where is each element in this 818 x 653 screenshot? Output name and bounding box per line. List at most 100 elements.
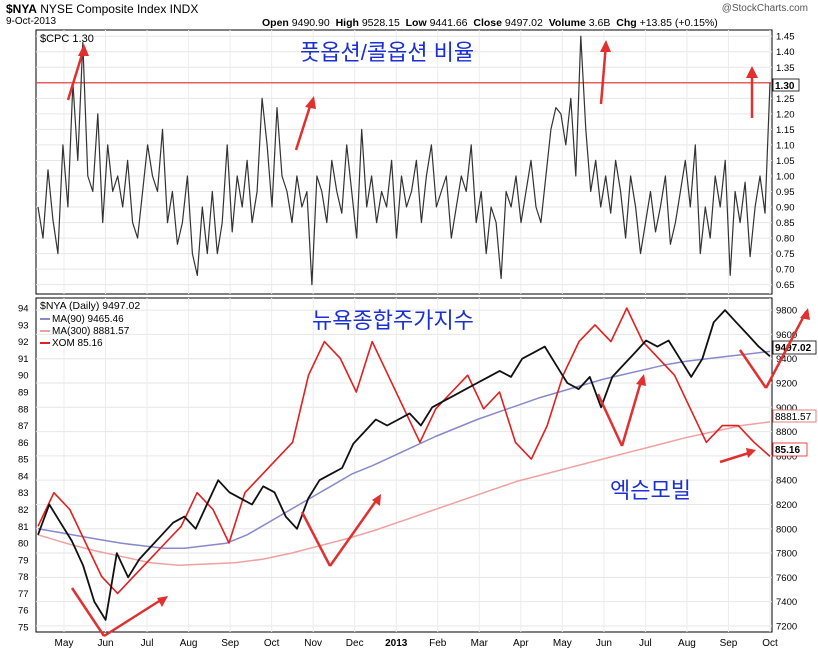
ma300-series [37,421,771,566]
left-tick-label: 85 [18,455,29,466]
top-tick-label: 0.65 [776,280,795,291]
right-tick-label: 8800 [776,427,797,438]
x-tick-label: Apr [513,638,529,649]
price-line [37,309,771,621]
xom-value-box [772,442,808,457]
ma300-legend: MA(300) 8881.57 [52,326,130,337]
top-tick-label: 1.15 [776,125,795,136]
xom-line [37,307,771,595]
top-tick-label: 1.25 [776,94,795,105]
xom-legend: XOM 85.16 [52,338,103,349]
top-tick-label: 0.90 [776,203,795,214]
top-tick-label: 1.20 [776,109,795,120]
left-tick-label: 78 [18,572,29,583]
price-series [37,309,771,621]
volume-value: 3.6B [588,17,611,29]
right-tick-label: 8200 [776,500,797,511]
x-tick-label: Oct [762,638,778,649]
left-tick-label: 86 [18,438,29,449]
top-tick-label: 1.10 [776,140,795,151]
right-tick-label: 9400 [776,354,797,365]
top-tick-label: 0.95 [776,187,795,198]
left-tick-label: 93 [18,320,29,331]
right-tick-label: 9200 [776,379,797,390]
right-tick-label: 8600 [776,451,797,462]
cpc-line [37,35,771,286]
x-tick-label: 2013 [385,638,408,649]
nya-legend: $NYA (Daily) 9497.02 [40,300,140,312]
left-tick-label: 80 [18,539,29,550]
x-tick-label: Aug [180,638,198,649]
ma300-value-box [772,409,817,423]
x-tick-label: Sep [720,638,738,649]
x-tick-label: Oct [264,638,280,649]
right-tick-label: 8400 [776,476,797,487]
x-tick-label: Jun [97,638,113,649]
xom-series [37,307,771,595]
right-tick-label: 9800 [776,306,797,317]
bottom-panel-frame [35,297,773,633]
left-tick-label: 81 [18,522,29,533]
x-tick-label: Jul [639,638,652,649]
right-tick-label: 7200 [776,621,797,632]
top-tick-label: 1.45 [776,32,795,43]
bottom-grid [36,298,772,632]
cpc-value-box [772,78,800,92]
xom-annotation: 엑슨모빌 [610,478,691,503]
left-tick-label: 87 [18,421,29,432]
left-tick-label: 88 [18,404,29,415]
ohlc-bar: Open 9490.90 High 9528.15 Low 9441.66 Cl… [262,17,718,29]
x-tick-label: Mar [471,638,489,649]
top-tick-label: 0.80 [776,234,795,245]
watermark: @StockCharts.com [721,3,808,14]
left-tick-label: 92 [18,337,29,348]
low-value: 9441.66 [429,17,468,29]
exchange-label: INDX [169,2,199,16]
annotation-arrowheads [78,40,810,607]
x-tick-label: May [55,638,74,649]
xom-value-label: 85.16 [775,445,800,456]
nya-annotation: 뉴욕종합주가지수 [312,308,474,333]
close-value-box [772,340,817,355]
right-tick-label: 7400 [776,597,797,608]
right-tick-label: 9600 [776,330,797,341]
top-tick-label: 1.35 [776,63,795,74]
chg-value: +13.85 (+0.15%) [639,17,718,29]
x-tick-label: Aug [678,638,696,649]
x-tick-label: Sep [221,638,239,649]
chart-title: $NYA NYSE Composite Index INDX [6,2,198,16]
symbol-label: $NYA [6,2,37,16]
x-tick-label: Nov [304,638,322,649]
left-tick-label: 75 [18,622,29,633]
high-value: 9528.15 [361,17,400,29]
top-tick-label: 1.40 [776,47,795,58]
ma300-line [37,421,771,566]
ma300-value-label: 8881.57 [775,412,812,423]
top-panel-frame [35,29,773,295]
left-tick-label: 79 [18,555,29,566]
top-axis-ticks: 1.45 1.40 1.35 1.30 1.25 1.20 1.15 1.10 1.05 1.00… [776,32,795,291]
chart-date: 9-Oct-2013 [6,16,57,27]
right-tick-label: 7600 [776,573,797,584]
right-tick-label: 8000 [776,524,797,535]
close-value-label: 9497.02 [775,343,812,354]
left-axis-ticks: 94 93 92 91 90 89 88 87 86 85 84 83 82 81 80 79 78 77 76 75 [18,304,29,634]
left-tick-label: 91 [18,354,29,365]
cpc-legend: $CPC 1.30 [40,33,94,45]
left-tick-label: 90 [18,371,29,382]
ma90-legend: MA(90) 9465.46 [52,314,124,325]
top-tick-label: 1.00 [776,171,795,182]
top-tick-label: 0.85 [776,218,795,229]
x-tick-label: Feb [429,638,447,649]
x-tick-label: May [553,638,572,649]
close-value: 9497.02 [504,17,543,29]
left-tick-label: 77 [18,589,29,600]
left-tick-label: 94 [18,304,29,315]
left-tick-label: 82 [18,505,29,516]
right-tick-label: 9000 [776,403,797,414]
left-tick-label: 89 [18,387,29,398]
top-tick-label: 0.70 [776,265,795,276]
x-tick-label: Dec [346,638,364,649]
left-tick-label: 84 [18,471,29,482]
